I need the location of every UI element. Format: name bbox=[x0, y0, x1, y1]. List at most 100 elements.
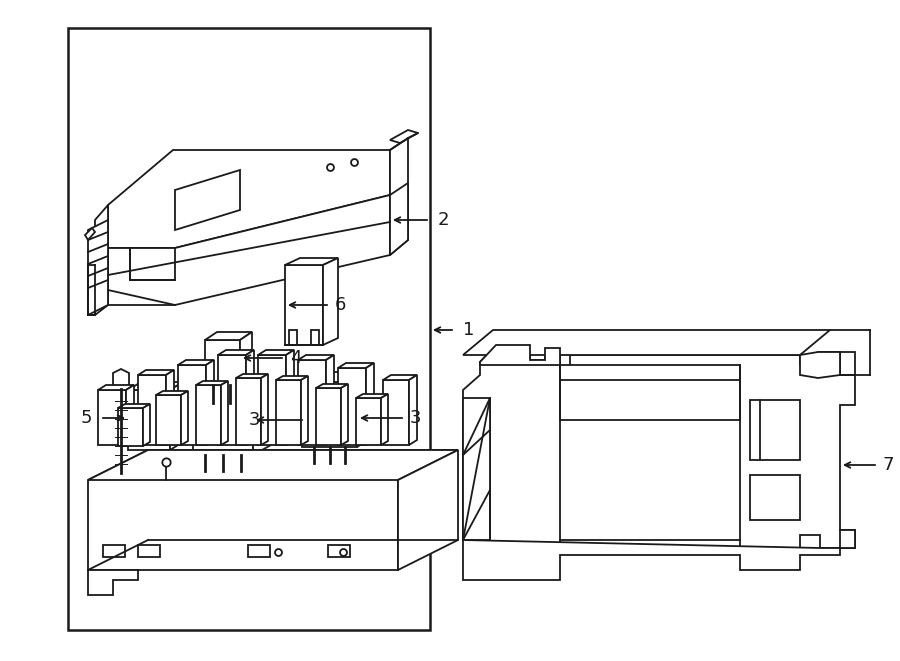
Text: 3: 3 bbox=[410, 409, 421, 427]
Polygon shape bbox=[108, 150, 390, 248]
Polygon shape bbox=[409, 375, 417, 445]
Polygon shape bbox=[108, 195, 390, 305]
Polygon shape bbox=[178, 360, 214, 365]
Polygon shape bbox=[88, 220, 108, 315]
Text: 2: 2 bbox=[438, 211, 449, 229]
Bar bbox=[178, 365, 206, 445]
Polygon shape bbox=[206, 360, 214, 445]
Polygon shape bbox=[298, 355, 334, 360]
Bar bbox=[311, 330, 319, 345]
Polygon shape bbox=[800, 352, 840, 378]
Polygon shape bbox=[181, 391, 188, 445]
Polygon shape bbox=[113, 369, 129, 389]
Polygon shape bbox=[196, 381, 228, 385]
Polygon shape bbox=[356, 394, 388, 398]
Polygon shape bbox=[383, 375, 417, 380]
Text: 5: 5 bbox=[80, 409, 92, 427]
Polygon shape bbox=[143, 404, 150, 446]
Polygon shape bbox=[285, 258, 338, 265]
Text: 4: 4 bbox=[290, 349, 302, 367]
Bar bbox=[356, 398, 381, 445]
Polygon shape bbox=[253, 385, 271, 455]
Polygon shape bbox=[258, 350, 294, 355]
Polygon shape bbox=[286, 350, 294, 445]
Bar bbox=[118, 408, 143, 446]
Polygon shape bbox=[126, 385, 134, 445]
Polygon shape bbox=[463, 398, 490, 540]
Polygon shape bbox=[128, 382, 183, 390]
Bar bbox=[205, 340, 240, 385]
Polygon shape bbox=[381, 394, 388, 445]
Polygon shape bbox=[205, 332, 252, 340]
Polygon shape bbox=[240, 332, 252, 385]
Polygon shape bbox=[357, 372, 373, 447]
Text: 3: 3 bbox=[248, 411, 260, 429]
Polygon shape bbox=[326, 355, 334, 445]
Polygon shape bbox=[246, 350, 254, 445]
Polygon shape bbox=[236, 374, 268, 378]
Polygon shape bbox=[276, 376, 308, 380]
Text: 6: 6 bbox=[335, 296, 346, 314]
Polygon shape bbox=[338, 363, 374, 368]
Polygon shape bbox=[390, 138, 408, 255]
Polygon shape bbox=[463, 345, 855, 555]
Bar bbox=[289, 330, 297, 345]
Polygon shape bbox=[88, 450, 458, 570]
Bar bbox=[298, 360, 326, 445]
Bar bbox=[248, 545, 270, 557]
Bar bbox=[316, 388, 341, 445]
Polygon shape bbox=[175, 170, 240, 230]
Bar bbox=[383, 380, 409, 445]
Polygon shape bbox=[88, 450, 458, 480]
Bar bbox=[276, 380, 301, 445]
Polygon shape bbox=[480, 345, 560, 365]
Text: 1: 1 bbox=[463, 321, 474, 339]
Polygon shape bbox=[138, 370, 174, 375]
Bar bbox=[196, 385, 221, 445]
Polygon shape bbox=[390, 183, 408, 255]
Bar bbox=[128, 390, 170, 450]
Polygon shape bbox=[463, 530, 855, 580]
Polygon shape bbox=[301, 376, 308, 445]
Bar bbox=[750, 475, 800, 520]
Polygon shape bbox=[463, 398, 490, 540]
Polygon shape bbox=[302, 372, 373, 382]
Polygon shape bbox=[166, 370, 174, 445]
Polygon shape bbox=[261, 374, 268, 445]
Bar bbox=[338, 368, 366, 445]
Polygon shape bbox=[463, 330, 830, 355]
Polygon shape bbox=[156, 391, 188, 395]
Bar bbox=[285, 265, 323, 345]
Bar bbox=[218, 355, 246, 445]
Polygon shape bbox=[390, 130, 418, 143]
Polygon shape bbox=[323, 258, 338, 345]
Polygon shape bbox=[840, 352, 855, 375]
Bar bbox=[258, 355, 286, 445]
Bar bbox=[328, 545, 350, 557]
Bar bbox=[302, 382, 357, 447]
Polygon shape bbox=[118, 404, 150, 408]
Text: 7: 7 bbox=[883, 456, 895, 474]
Bar bbox=[68, 28, 430, 630]
Bar bbox=[98, 390, 126, 445]
Polygon shape bbox=[193, 385, 271, 395]
Polygon shape bbox=[130, 248, 175, 280]
Bar bbox=[138, 545, 160, 557]
Polygon shape bbox=[316, 384, 348, 388]
Polygon shape bbox=[341, 384, 348, 445]
Polygon shape bbox=[221, 381, 228, 445]
Bar bbox=[103, 545, 125, 557]
Polygon shape bbox=[170, 382, 183, 450]
Polygon shape bbox=[218, 350, 254, 355]
Polygon shape bbox=[85, 228, 95, 240]
Bar bbox=[138, 375, 166, 445]
Bar bbox=[750, 400, 800, 460]
Polygon shape bbox=[88, 570, 138, 595]
Polygon shape bbox=[560, 365, 740, 420]
Bar bbox=[236, 378, 261, 445]
Polygon shape bbox=[398, 450, 458, 570]
Polygon shape bbox=[98, 385, 134, 390]
Polygon shape bbox=[88, 265, 95, 315]
Polygon shape bbox=[95, 205, 108, 315]
Bar bbox=[156, 395, 181, 445]
